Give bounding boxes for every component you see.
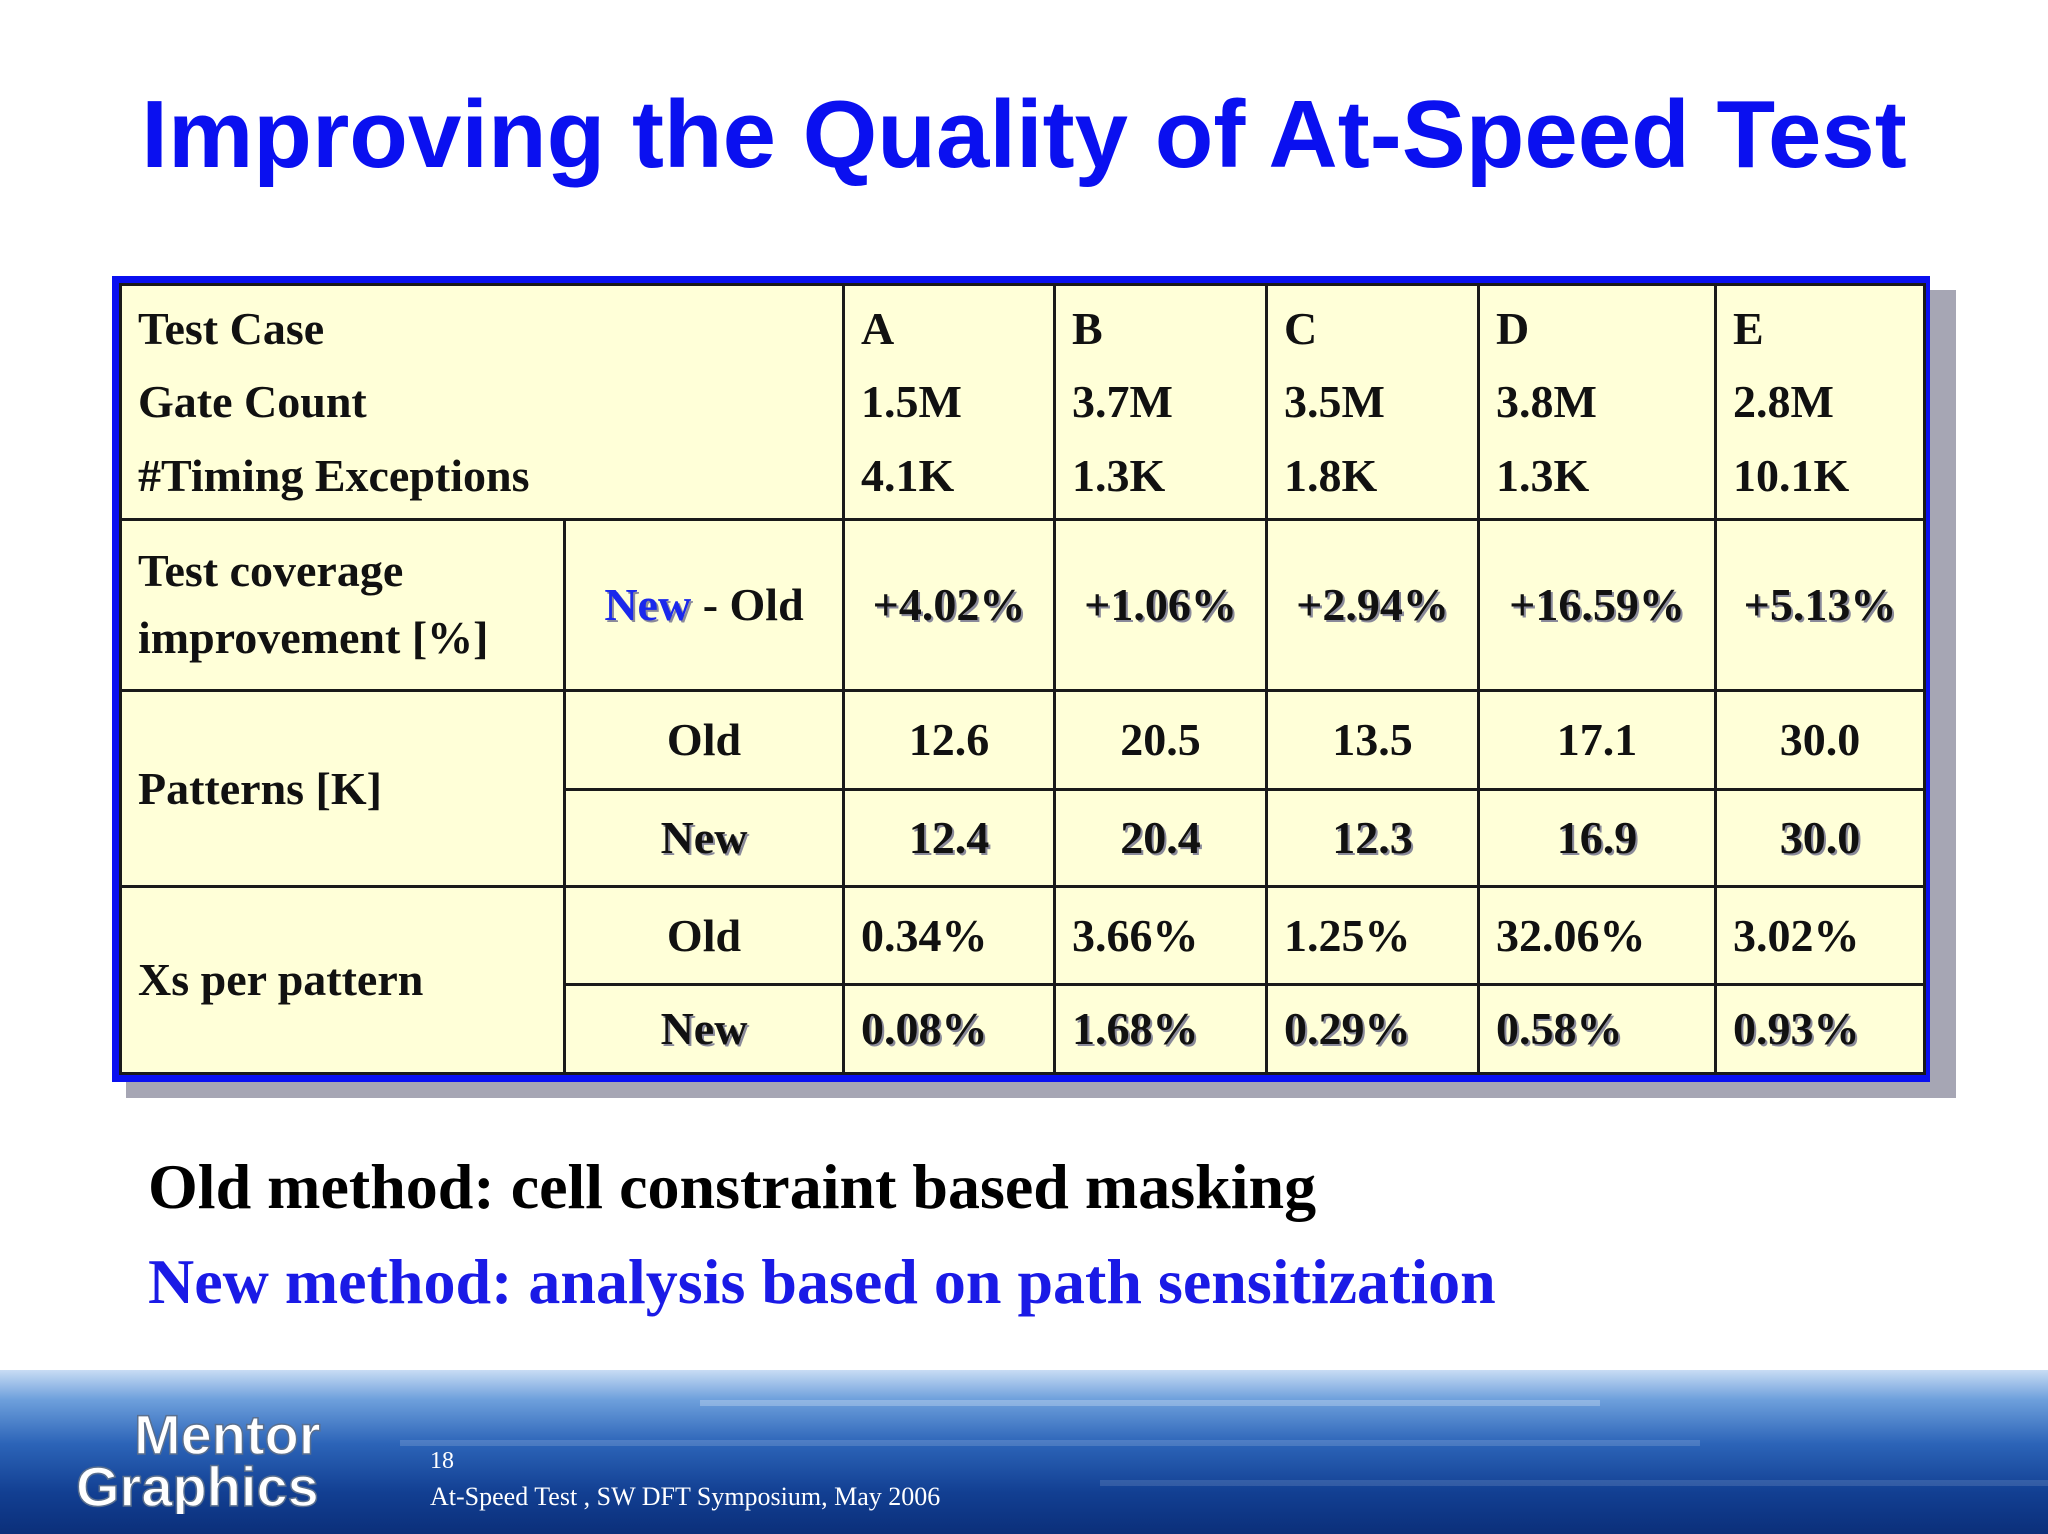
patterns-old-label: Old <box>563 688 845 792</box>
case-d-header: D 3.8M 1.3K <box>1477 282 1717 522</box>
coverage-value-d: +16.59% <box>1477 518 1717 692</box>
case-gate-count: 3.8M <box>1496 376 1597 428</box>
xs-new-e: 0.93% <box>1714 982 1926 1076</box>
coverage-label-line2: improvement [%] <box>138 611 489 663</box>
table-row-header: Test Case Gate Count #Timing Exceptions … <box>119 282 1926 522</box>
case-gate-count: 3.7M <box>1072 376 1173 428</box>
coverage-value-c: +2.94% <box>1265 518 1480 692</box>
coverage-value-b: +1.06% <box>1053 518 1268 692</box>
case-c-header: C 3.5M 1.8K <box>1265 282 1480 522</box>
patterns-new-e: 30.0 <box>1714 788 1926 889</box>
case-gate-count: 3.5M <box>1284 376 1385 428</box>
footer-decor-stripe <box>400 1440 1700 1446</box>
xs-old-d: 32.06% <box>1477 885 1717 986</box>
case-name: A <box>861 302 895 354</box>
xs-old-b: 3.66% <box>1053 885 1268 986</box>
table-row-coverage: Test coverage improvement [%] New - Old … <box>119 518 1926 692</box>
patterns-new-b: 20.4 <box>1053 788 1268 889</box>
footer-text: At-Speed Test , SW DFT Symposium, May 20… <box>430 1482 941 1511</box>
footer-decor-stripe <box>1100 1480 2048 1486</box>
caption-new-method: New method: analysis based on path sensi… <box>148 1246 1496 1317</box>
case-b-header: B 3.7M 1.3K <box>1053 282 1268 522</box>
coverage-sub-label: New - Old <box>563 518 845 692</box>
patterns-old-c: 13.5 <box>1265 688 1480 792</box>
coverage-value-a: +4.02% <box>842 518 1056 692</box>
case-name: E <box>1733 302 1764 354</box>
xs-new-b: 1.68% <box>1053 982 1268 1076</box>
patterns-new-a: 12.4 <box>842 788 1056 889</box>
results-table: Test Case Gate Count #Timing Exceptions … <box>119 282 1926 1076</box>
footer-band <box>0 1370 2048 1534</box>
logo-line1: Mentor <box>134 1404 321 1466</box>
xs-new-d: 0.58% <box>1477 982 1717 1076</box>
caption-old-method: Old method: cell constraint based maskin… <box>148 1151 1317 1222</box>
footer-decor-stripe <box>700 1400 1600 1406</box>
results-table-frame: Test Case Gate Count #Timing Exceptions … <box>112 276 1930 1082</box>
patterns-new-d: 16.9 <box>1477 788 1717 889</box>
xs-old-label: Old <box>563 885 845 986</box>
case-name: D <box>1496 302 1530 354</box>
xs-new-c: 0.29% <box>1265 982 1480 1076</box>
patterns-label: Patterns [K] <box>119 688 566 889</box>
xs-old-c: 1.25% <box>1265 885 1480 986</box>
xs-new-a: 0.08% <box>842 982 1056 1076</box>
case-gate-count: 1.5M <box>861 376 962 428</box>
table-row-patterns-new: New 12.4 20.4 12.3 16.9 30.0 <box>121 788 1926 889</box>
patterns-old-b: 20.5 <box>1053 688 1268 792</box>
patterns-old-e: 30.0 <box>1714 688 1926 792</box>
table-row-xs-new: New 0.08% 1.68% 0.29% 0.58% 0.93% <box>121 982 1926 1076</box>
case-name: C <box>1284 302 1318 354</box>
coverage-label-cell: Test coverage improvement [%] <box>119 518 566 692</box>
header-gate-count-label: Gate Count <box>138 376 367 428</box>
xs-old-a: 0.34% <box>842 885 1056 986</box>
xs-old-e: 3.02% <box>1714 885 1926 986</box>
case-e-header: E 2.8M 10.1K <box>1714 282 1926 522</box>
case-name: B <box>1072 302 1103 354</box>
coverage-label-line1: Test coverage <box>138 545 404 597</box>
patterns-old-d: 17.1 <box>1477 688 1717 792</box>
xs-label: Xs per pattern <box>119 885 566 1075</box>
coverage-sub-new: New <box>604 579 692 631</box>
logo-line2: Graphics <box>76 1455 319 1514</box>
case-timing-exceptions: 4.1K <box>861 449 955 501</box>
patterns-new-c: 12.3 <box>1265 788 1480 889</box>
patterns-new-label: New <box>563 788 845 889</box>
xs-new-label: New <box>563 982 845 1076</box>
case-timing-exceptions: 1.3K <box>1072 449 1166 501</box>
case-a-header: A 1.5M 4.1K <box>842 282 1056 522</box>
mentor-graphics-logo: Mentor Graphics <box>76 1404 321 1514</box>
case-timing-exceptions: 1.3K <box>1496 449 1590 501</box>
patterns-old-a: 12.6 <box>842 688 1056 792</box>
coverage-value-e: +5.13% <box>1714 518 1926 692</box>
header-timing-exceptions-label: #Timing Exceptions <box>138 449 530 501</box>
case-timing-exceptions: 10.1K <box>1733 449 1850 501</box>
coverage-sub-rest: - Old <box>691 579 804 631</box>
page-number: 18 <box>430 1448 454 1474</box>
slide-title: Improving the Quality of At-Speed Test <box>141 81 1907 188</box>
table-row-patterns-old: Patterns [K] Old 12.6 20.5 13.5 17.1 30.… <box>119 688 1926 889</box>
header-test-case-label: Test Case <box>138 302 325 354</box>
header-labels-cell: Test Case Gate Count #Timing Exceptions <box>119 282 845 522</box>
table-row-xs-old: Xs per pattern Old 0.34% 3.66% 1.25% 32.… <box>119 885 1926 1075</box>
case-timing-exceptions: 1.8K <box>1284 449 1378 501</box>
case-gate-count: 2.8M <box>1733 376 1834 428</box>
